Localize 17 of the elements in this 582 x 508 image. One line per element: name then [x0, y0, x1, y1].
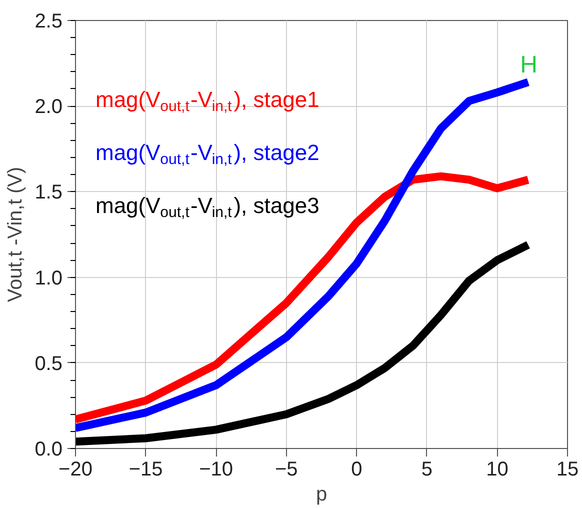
y-tick-label: 1.0	[34, 267, 63, 290]
x-tick-label: −20	[58, 458, 92, 480]
y-tick-label: 0.5	[34, 352, 63, 375]
x-tick-label: 15	[556, 458, 579, 480]
x-tick-label: −15	[128, 458, 163, 480]
x-tick-label: −5	[274, 458, 298, 480]
x-tick-label: 0	[351, 458, 362, 480]
x-axis-title: p	[316, 484, 328, 506]
x-tick-label: 10	[486, 458, 508, 480]
y-tick-label: 0.0	[34, 438, 63, 460]
annotation: H	[520, 52, 538, 78]
y-tick-label: 2.5	[34, 10, 63, 32]
y-axis-title: Vout,t -Vin,t (V)	[4, 166, 27, 302]
x-tick-label: 5	[421, 458, 432, 480]
y-tick-label: 2.0	[34, 96, 63, 118]
x-tick-label: −10	[199, 458, 234, 480]
y-tick-label: 1.5	[34, 182, 63, 204]
